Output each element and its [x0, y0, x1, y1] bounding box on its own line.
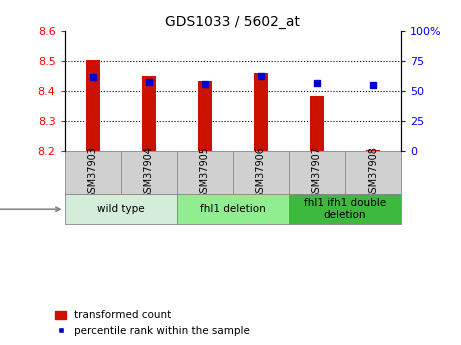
Text: GSM37903: GSM37903	[88, 146, 98, 199]
Text: genotype/variation: genotype/variation	[0, 204, 60, 214]
Bar	[177, 194, 289, 224]
Title: GDS1033 / 5602_at: GDS1033 / 5602_at	[165, 14, 300, 29]
Text: GSM37907: GSM37907	[312, 146, 322, 199]
Bar	[121, 151, 177, 194]
Text: wild type: wild type	[97, 204, 144, 214]
Bar	[142, 76, 156, 151]
Legend: transformed count, percentile rank within the sample: transformed count, percentile rank withi…	[51, 306, 254, 340]
Bar	[177, 151, 233, 194]
Bar	[289, 151, 345, 194]
Bar	[86, 60, 100, 151]
Text: fhl1 deletion: fhl1 deletion	[200, 204, 266, 214]
Text: GSM37905: GSM37905	[200, 146, 210, 199]
Text: GSM37906: GSM37906	[256, 146, 266, 199]
Bar	[289, 194, 401, 224]
Bar	[345, 151, 401, 194]
Bar	[233, 151, 289, 194]
Bar	[65, 151, 121, 194]
Text: GSM37908: GSM37908	[368, 146, 378, 199]
Bar	[254, 73, 268, 151]
Text: GSM37904: GSM37904	[144, 146, 154, 199]
Bar	[65, 194, 177, 224]
Bar	[310, 96, 324, 151]
Bar	[198, 81, 212, 151]
Text: fhl1 ifh1 double
deletion: fhl1 ifh1 double deletion	[304, 198, 386, 220]
Bar	[366, 150, 380, 151]
